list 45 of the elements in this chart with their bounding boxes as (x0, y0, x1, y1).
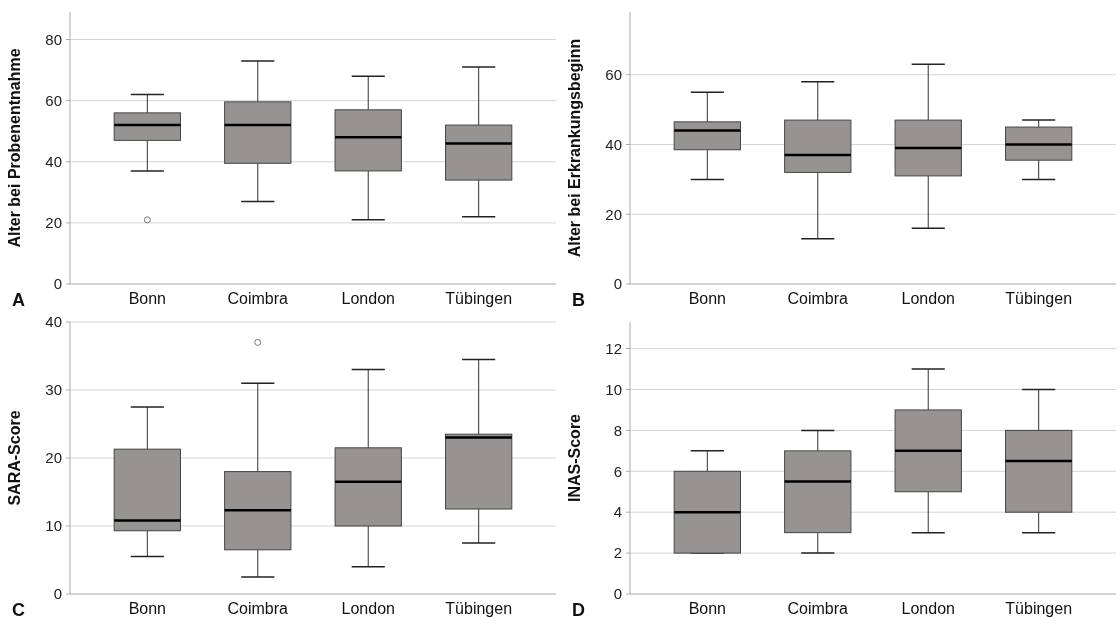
y-tick-label: 60 (45, 91, 62, 109)
y-tick-label: 6 (613, 462, 622, 480)
y-tick-label: 4 (613, 503, 622, 521)
x-tick-label: Bonn (128, 290, 167, 307)
x-tick-label: London (341, 290, 395, 307)
y-axis-title: INAS-Score (566, 413, 583, 503)
x-tick-label: Coimbra (227, 290, 289, 307)
y-axis-title: Alter bei Erkrankungsbeginn (566, 38, 583, 258)
y-tick-label: 0 (613, 585, 622, 603)
y-axis-title: Alter bei Probenentnahme (6, 48, 23, 248)
text: C (12, 600, 25, 620)
y-tick-label: 20 (45, 214, 62, 232)
x-tick-label: London (901, 290, 955, 307)
y-tick-label: 2 (613, 544, 622, 562)
y-tick-label: 80 (45, 30, 62, 48)
x-tick-label: Bonn (688, 290, 727, 307)
x-tick-label: London (341, 600, 395, 617)
text: B (572, 290, 585, 310)
y-tick-label: 60 (605, 66, 622, 84)
x-tick-label: Tübingen (1005, 290, 1073, 307)
y-axis-title: SARA-Score (6, 410, 23, 506)
y-tick-label: 12 (605, 339, 622, 357)
x-tick-label: Bonn (688, 600, 727, 617)
y-tick-label: 30 (45, 381, 62, 399)
x-tick-label: Coimbra (787, 290, 849, 307)
text: A (12, 290, 25, 310)
y-tick-label: 20 (45, 449, 62, 467)
y-tick-label: 20 (605, 205, 622, 223)
x-tick-label: Bonn (128, 600, 167, 617)
x-tick-label: Tübingen (445, 600, 513, 617)
x-tick-label: London (901, 600, 955, 617)
y-tick-label: 8 (613, 421, 622, 439)
y-tick-label: 40 (45, 153, 62, 170)
y-tick-label: 0 (53, 275, 62, 293)
y-tick-label: 40 (45, 313, 62, 331)
text: D (572, 600, 585, 620)
y-tick-label: 10 (605, 380, 622, 398)
y-tick-label: 40 (605, 135, 622, 153)
y-tick-label: 0 (53, 585, 62, 603)
x-tick-label: Tübingen (445, 290, 513, 307)
x-tick-label: Tübingen (1005, 600, 1073, 617)
x-tick-label: Coimbra (227, 600, 289, 617)
y-tick-label: 10 (45, 517, 62, 535)
x-tick-label: Coimbra (787, 600, 849, 617)
y-tick-label: 0 (613, 275, 622, 293)
